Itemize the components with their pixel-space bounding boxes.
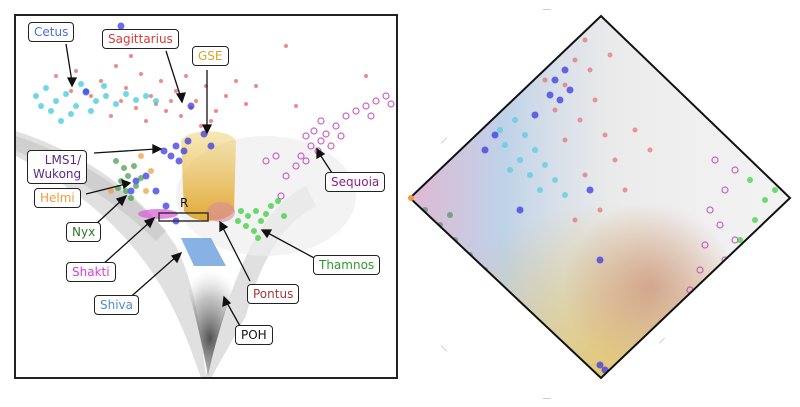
right-diamond-plot [408, 14, 792, 380]
gse-cloud [181, 131, 236, 221]
label-shakti-text: Shakti [72, 265, 110, 279]
label-thamnos: Thamnos [313, 255, 381, 275]
region-r-box [158, 212, 209, 222]
label-sagittarius-text: Sagittarius [108, 32, 173, 46]
helmi-points [108, 153, 154, 194]
right-diamond-panel [405, 10, 800, 395]
label-cetus: Cetus [28, 22, 75, 42]
label-helmi: Helmi [34, 188, 81, 208]
label-shakti: Shakti [66, 262, 116, 282]
label-poh-text: POH [241, 328, 267, 342]
sequoia-points [262, 92, 395, 200]
label-pontus-text: Pontus [253, 287, 294, 301]
lms1-wukong-points [82, 22, 215, 225]
label-nyx: Nyx [66, 222, 102, 242]
annotation-arrows [65, 43, 335, 327]
sagittarius-points-right [542, 37, 653, 223]
lms1-points-right [481, 66, 609, 374]
label-poh: POH [235, 325, 273, 345]
label-cetus-text: Cetus [34, 25, 69, 39]
label-sequoia: Sequoia [325, 172, 386, 192]
label-gse-text: GSE [198, 49, 223, 63]
left-scatter-plot [16, 22, 395, 377]
label-nyx-text: Nyx [72, 225, 96, 239]
pontus-cloud [207, 202, 235, 222]
label-pontus: Pontus [247, 284, 300, 304]
cetus-points [33, 81, 159, 124]
helmi-point-right [408, 195, 414, 201]
diamond-contents [410, 16, 790, 378]
left-scatter-panel: Cetus Sagittarius GSE LMS1/ Wukong Helmi… [14, 14, 398, 379]
nyx-points [113, 158, 144, 201]
shakti-cloud [138, 209, 178, 219]
label-lms1-text: LMS1/ Wukong [33, 153, 82, 181]
tick-mark [543, 398, 551, 399]
label-shiva: Shiva [94, 295, 140, 315]
label-lms1-wukong: LMS1/ Wukong [27, 150, 88, 184]
shiva-cloud [181, 238, 226, 266]
diamond-border [408, 14, 792, 380]
thamnos-points [235, 198, 287, 241]
label-shiva-text: Shiva [100, 298, 134, 312]
label-helmi-text: Helmi [40, 191, 75, 205]
label-thamnos-text: Thamnos [319, 258, 375, 272]
label-sequoia-text: Sequoia [331, 175, 380, 189]
label-gse: GSE [192, 46, 229, 66]
poh-cloud [176, 251, 244, 376]
cetus-points-right [497, 117, 568, 198]
tick-mark [543, 9, 551, 10]
label-r: R [180, 196, 189, 210]
label-sagittarius: Sagittarius [102, 29, 179, 49]
